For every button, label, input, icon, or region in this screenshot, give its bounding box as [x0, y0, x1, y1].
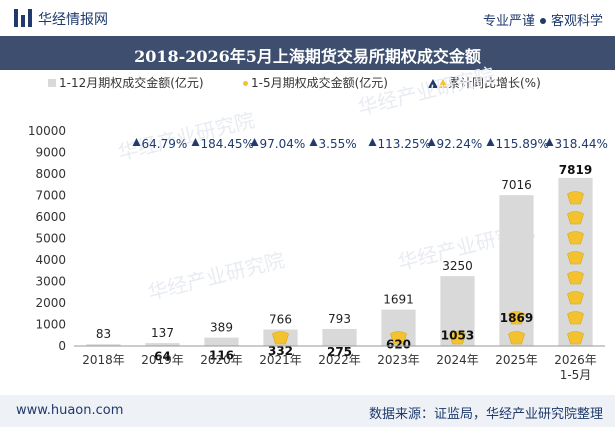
- jan-may-value-label: 64: [154, 350, 171, 364]
- legend-item-growth: 累计同比增长(%): [428, 74, 541, 91]
- top-bar: 华经情报网 专业严谨 客观科学: [0, 0, 615, 36]
- y-tick-label: 6000: [35, 210, 66, 224]
- growth-value-label: 3.55%: [319, 137, 357, 151]
- growth-triangle-icon: [191, 138, 200, 146]
- jan-may-value-label: 1053: [441, 328, 474, 342]
- coin-icon: [567, 191, 584, 205]
- bar: [145, 343, 180, 346]
- x-tick-label: 2026年: [554, 353, 597, 367]
- bar-value-label: 137: [151, 326, 174, 340]
- legend-triangle-yellow-icon: [438, 79, 448, 88]
- growth-value-label: 318.44%: [555, 137, 608, 151]
- y-tick-label: 4000: [35, 253, 66, 267]
- coin-icon: [567, 291, 584, 305]
- jan-may-value-label: 7819: [559, 163, 592, 177]
- watermark-text: 华经产业研究院: [355, 63, 497, 120]
- growth-value-label: 64.79%: [142, 137, 188, 151]
- growth-value-label: 97.04%: [260, 137, 306, 151]
- growth-value-label: 92.24%: [437, 137, 483, 151]
- footer-url: www.huaon.com: [16, 403, 124, 418]
- bar-value-label: 389: [210, 321, 233, 335]
- legend-label-jan-may: 1-5月期权成交金额(亿元): [251, 76, 388, 90]
- legend-bar-swatch: [48, 79, 56, 87]
- brand-name: 华经情报网: [38, 12, 108, 28]
- growth-triangle-icon: [545, 138, 554, 146]
- bar-value-label: 766: [269, 313, 292, 327]
- growth-triangle-icon: [250, 138, 259, 146]
- y-tick-label: 9000: [35, 146, 66, 160]
- bar: [322, 328, 357, 346]
- legend-item-jan-may: 1-5月期权成交金额(亿元): [243, 74, 388, 91]
- y-tick-label: 8000: [35, 167, 66, 181]
- x-tick-label: 2018年: [82, 353, 125, 367]
- coin-icon: [567, 211, 584, 225]
- coin-icon: [390, 331, 407, 345]
- x-tick-label: 2023年: [377, 353, 420, 367]
- growth-triangle-icon: [309, 138, 318, 146]
- growth-triangle-icon: [368, 138, 377, 146]
- jan-may-value-label: 275: [327, 345, 352, 359]
- legend-triangle-icon: [428, 79, 438, 88]
- growth-value-label: 113.25%: [378, 137, 431, 151]
- jan-may-value-label: 1869: [500, 311, 533, 325]
- bar-value-label: 3250: [442, 259, 473, 273]
- growth-value-label: 184.45%: [201, 137, 254, 151]
- jan-may-value-label: 620: [386, 338, 411, 352]
- growth-value-label: 115.89%: [496, 137, 549, 151]
- growth-triangle-icon: [486, 138, 495, 146]
- legend-label-annual: 1-12月期权成交金额(亿元): [59, 76, 204, 90]
- x-tick-label: 2021年: [259, 353, 302, 367]
- tagline-1: 专业严谨: [482, 14, 535, 29]
- data-source: 数据来源：证监局，华经产业研究院整理: [368, 407, 603, 422]
- coin-icon: [567, 311, 584, 325]
- jan-may-value-label: 116: [209, 349, 234, 363]
- jan-may-value-label: 332: [268, 344, 293, 358]
- x-tick-label: 2019年: [141, 353, 184, 367]
- x-tick-label: 2025年: [495, 353, 538, 367]
- bar-value-label: 7016: [501, 178, 532, 192]
- y-tick-label: 7000: [35, 189, 66, 203]
- x-tick-label: 2022年: [318, 353, 361, 367]
- x-tick-label: 2020年: [200, 353, 243, 367]
- separator-dot-icon: [539, 17, 546, 24]
- y-tick-label: 5000: [35, 232, 66, 246]
- y-tick-label: 1000: [35, 318, 66, 332]
- tagline-2: 客观科学: [550, 14, 603, 29]
- y-tick-label: 3000: [35, 275, 66, 289]
- bar: [204, 337, 239, 346]
- chart-title: 2018-2026年5月上海期货交易所期权成交金额: [134, 47, 481, 66]
- bar: [86, 344, 121, 346]
- chart-legend: 1-12月期权成交金额(亿元) 1-5月期权成交金额(亿元) 累计同比增长(%): [0, 74, 615, 94]
- y-tick-label: 0: [58, 339, 66, 353]
- legend-label-growth: 累计同比增长(%): [448, 76, 541, 90]
- footer-bar: www.huaon.com 数据来源：证监局，华经产业研究院整理: [0, 395, 615, 427]
- coin-icon: [567, 251, 584, 265]
- legend-coin-icon: [243, 81, 248, 86]
- y-tick-label: 10000: [28, 124, 66, 138]
- coin-icon: [567, 271, 584, 285]
- tagline: 专业严谨 客观科学: [483, 10, 603, 29]
- coin-icon: [272, 331, 289, 345]
- watermark-text: 华经产业研究院: [145, 248, 287, 305]
- x-tick-label: 2024年: [436, 353, 479, 367]
- coin-icon: [567, 331, 584, 345]
- coin-icon: [567, 231, 584, 245]
- growth-triangle-icon: [427, 138, 436, 146]
- bar-value-label: 83: [96, 327, 111, 341]
- coin-icon: [449, 331, 466, 345]
- growth-triangle-icon: [132, 138, 141, 146]
- coin-icon: [508, 311, 525, 325]
- bar-value-label: 1691: [383, 293, 414, 307]
- title-bar: 2018-2026年5月上海期货交易所期权成交金额: [0, 36, 615, 70]
- coin-icon: [508, 331, 525, 345]
- y-tick-label: 2000: [35, 296, 66, 310]
- legend-item-annual: 1-12月期权成交金额(亿元): [48, 74, 204, 91]
- huajing-logo-icon: [14, 9, 32, 27]
- bar-value-label: 793: [328, 312, 351, 326]
- x-tick-label: 1-5月: [560, 368, 592, 382]
